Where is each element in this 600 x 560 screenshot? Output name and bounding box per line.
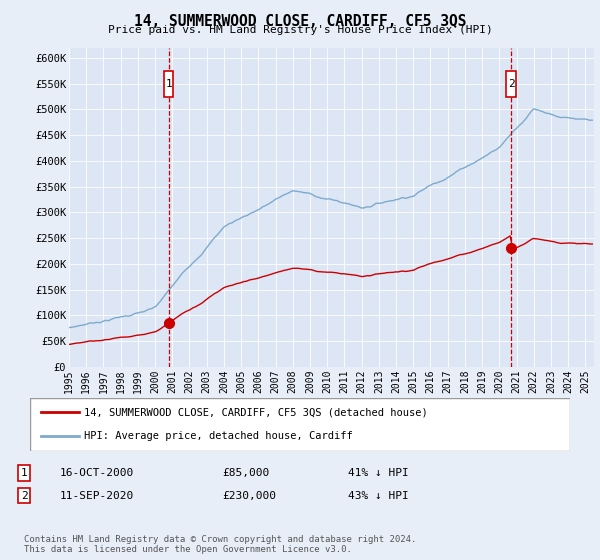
- Text: 1: 1: [20, 468, 28, 478]
- Text: £230,000: £230,000: [222, 491, 276, 501]
- Text: 14, SUMMERWOOD CLOSE, CARDIFF, CF5 3QS: 14, SUMMERWOOD CLOSE, CARDIFF, CF5 3QS: [134, 14, 466, 29]
- Text: Contains HM Land Registry data © Crown copyright and database right 2024.
This d: Contains HM Land Registry data © Crown c…: [24, 535, 416, 554]
- Text: 41% ↓ HPI: 41% ↓ HPI: [348, 468, 409, 478]
- Text: 43% ↓ HPI: 43% ↓ HPI: [348, 491, 409, 501]
- Text: HPI: Average price, detached house, Cardiff: HPI: Average price, detached house, Card…: [84, 431, 353, 441]
- Text: Price paid vs. HM Land Registry's House Price Index (HPI): Price paid vs. HM Land Registry's House …: [107, 25, 493, 35]
- Text: 16-OCT-2000: 16-OCT-2000: [60, 468, 134, 478]
- Text: 2: 2: [20, 491, 28, 501]
- Text: 2: 2: [508, 78, 515, 88]
- FancyBboxPatch shape: [506, 71, 516, 96]
- Text: 11-SEP-2020: 11-SEP-2020: [60, 491, 134, 501]
- FancyBboxPatch shape: [164, 71, 173, 96]
- Text: 1: 1: [165, 78, 172, 88]
- Text: 14, SUMMERWOOD CLOSE, CARDIFF, CF5 3QS (detached house): 14, SUMMERWOOD CLOSE, CARDIFF, CF5 3QS (…: [84, 408, 428, 418]
- Text: £85,000: £85,000: [222, 468, 269, 478]
